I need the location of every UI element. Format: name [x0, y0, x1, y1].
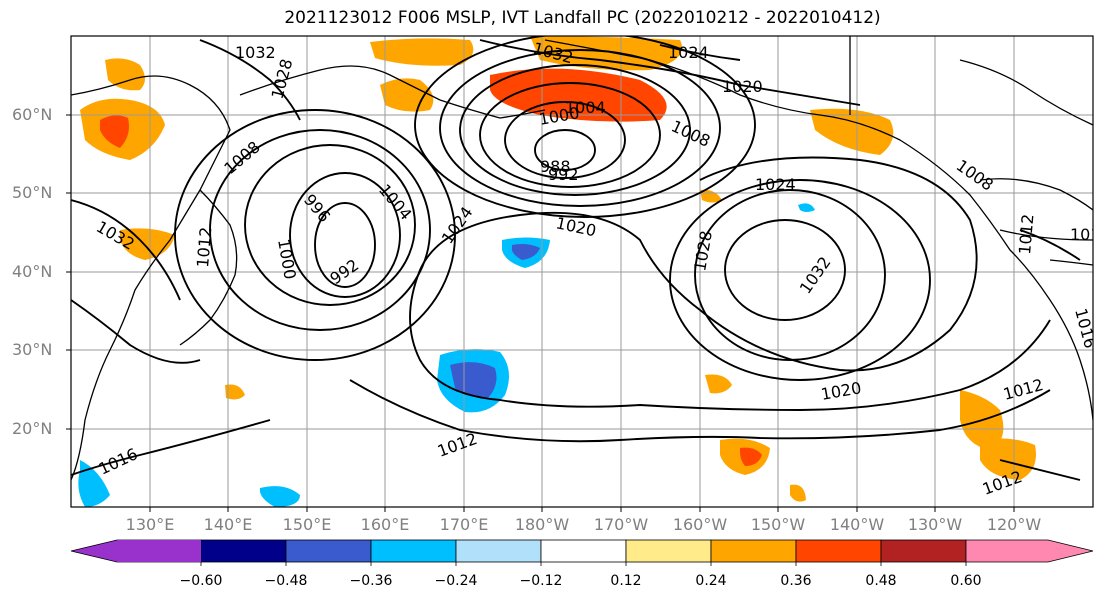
isobar-1028 — [71, 199, 181, 301]
isobar-1004 — [439, 49, 721, 207]
isobar-1012 — [349, 379, 1051, 443]
negative-anomaly-region — [260, 486, 300, 507]
isobar-1016 — [1019, 229, 1081, 261]
colorbar-segment — [200, 539, 287, 563]
coastlines — [71, 36, 1093, 481]
lon-label: 140°W — [829, 515, 885, 534]
isobar-992 — [504, 101, 626, 179]
isobar-1020 — [419, 156, 978, 372]
colorbar-tick-label: −0.48 — [264, 573, 308, 589]
isobar-label: 1024 — [668, 43, 709, 62]
colorbar-segment — [540, 539, 627, 563]
lon-label: 140°E — [203, 515, 253, 534]
colorbar-extend-high — [965, 539, 1094, 563]
isobar-1024 — [479, 39, 861, 106]
positive-anomaly-region — [980, 438, 1036, 480]
isobar-1032 — [724, 219, 846, 321]
positive-anomaly-region — [705, 374, 732, 394]
lat-label: 30°N — [12, 340, 53, 359]
isobar-996 — [479, 82, 661, 188]
colorbar-tick-label: 0.24 — [695, 573, 727, 589]
negative-anomaly-region — [78, 460, 110, 507]
colorbar-segment — [625, 539, 712, 563]
isobar-1008 — [414, 36, 756, 218]
colorbar-tick-label: −0.12 — [519, 573, 563, 589]
axis-ticks — [66, 114, 1015, 512]
colorbar-tick-label: 0.12 — [610, 573, 642, 589]
isobar-1016 — [409, 269, 1051, 411]
isobar-label: 1012 — [193, 226, 215, 268]
strong-negative-anomaly-region — [512, 244, 540, 260]
strong-positive-anomaly-region — [740, 447, 762, 466]
isobar-label: 1024 — [755, 175, 796, 194]
colorbar-tick-label: 0.48 — [865, 573, 897, 589]
lon-label: 120°W — [986, 515, 1042, 534]
lon-label: 130°W — [907, 515, 963, 534]
isobar-label: 1012 — [1015, 213, 1037, 255]
isobar-1028 — [199, 39, 301, 121]
isobar-1024 — [669, 179, 931, 381]
colorbar-tick-label: −0.36 — [349, 573, 393, 589]
isobar-1016 — [71, 419, 271, 476]
isobars — [71, 36, 1081, 481]
lon-label: 160°W — [672, 515, 728, 534]
positive-anomaly-region — [105, 58, 145, 91]
map-title: 2021123012 F006 MSLP, IVT Landfall PC (2… — [284, 8, 881, 28]
lat-label: 40°N — [12, 262, 53, 281]
isobar-label: 992 — [548, 165, 579, 184]
lon-label: 180°W — [514, 515, 570, 534]
lon-label: 150°W — [750, 515, 806, 534]
isobar-988 — [534, 129, 596, 171]
lon-label: 170°E — [439, 515, 489, 534]
isobar-1008 — [174, 109, 456, 361]
colorbar-tick-label: 0.36 — [780, 573, 812, 589]
strong-positive-anomaly-region — [490, 68, 667, 122]
lon-label: 150°E — [282, 515, 332, 534]
colorbar-tick-label: −0.24 — [434, 573, 478, 589]
colorbar-segment — [285, 539, 372, 563]
lat-label: 60°N — [12, 105, 53, 124]
isobar-label: 1032 — [235, 43, 276, 62]
colorbar-segment — [370, 539, 457, 563]
lat-label: 50°N — [12, 183, 53, 202]
positive-anomaly-region — [790, 484, 806, 502]
positive-anomaly-region — [370, 38, 474, 66]
lon-label: 160°E — [360, 515, 410, 534]
isobar-1000 — [244, 144, 416, 306]
colorbar-tick-label: 0.60 — [950, 573, 982, 589]
strong-negative-anomaly-region — [450, 362, 497, 398]
positive-anomaly-region — [225, 384, 245, 400]
lon-label: 130°E — [125, 515, 175, 534]
isobar-1004 — [209, 129, 431, 331]
isobar-1024 — [71, 299, 201, 364]
isobar-1012 — [999, 459, 1081, 481]
positive-anomaly-region — [810, 108, 894, 155]
isobar-label: 1004 — [565, 98, 606, 117]
isobar-label: 988 — [540, 157, 571, 176]
isobar-1000 — [459, 64, 691, 196]
lat-label: 20°N — [12, 419, 53, 438]
colorbar-segment — [710, 539, 797, 563]
isobar-996 — [289, 172, 401, 298]
isobar-1024 — [659, 44, 741, 61]
colorbar — [70, 539, 1094, 566]
isobar-label: 1012 — [1070, 225, 1105, 244]
isobar-label: 1020 — [722, 77, 763, 96]
strong-positive-anomaly-region — [100, 115, 129, 148]
isobar-992 — [314, 202, 376, 288]
colorbar-tick-label: −0.60 — [179, 573, 223, 589]
lon-label: 170°W — [593, 515, 649, 534]
colorbar-segment — [455, 539, 542, 563]
colorbar-segment — [795, 539, 882, 563]
colorbar-segment — [880, 539, 967, 563]
negative-anomaly-region — [798, 203, 815, 212]
